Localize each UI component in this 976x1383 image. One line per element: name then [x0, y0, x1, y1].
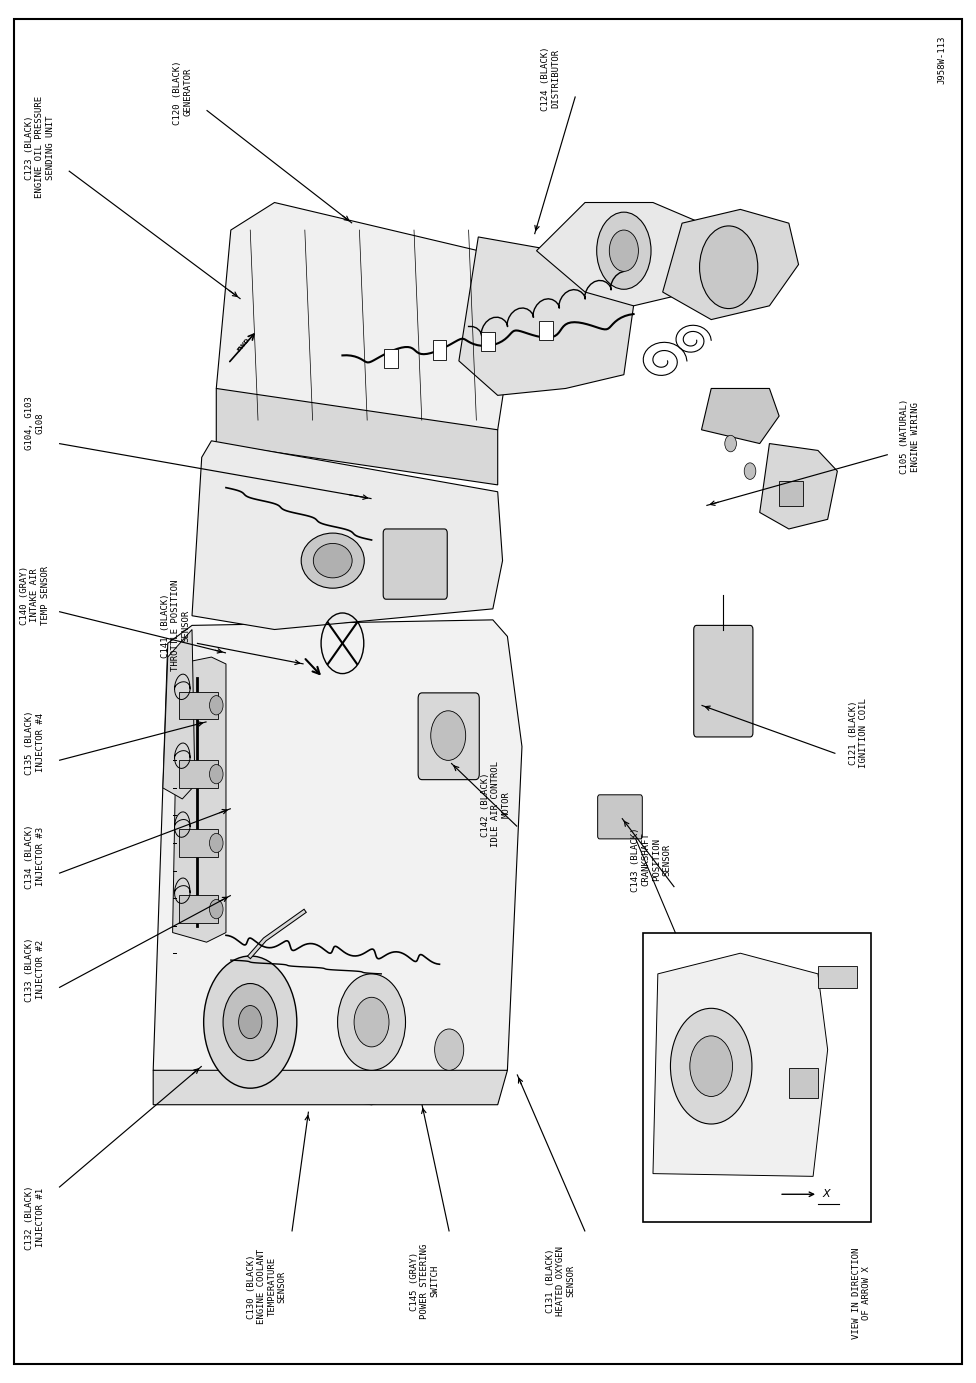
Circle shape	[690, 1036, 733, 1097]
Polygon shape	[537, 202, 721, 306]
Circle shape	[338, 974, 405, 1070]
Circle shape	[210, 899, 224, 918]
Polygon shape	[163, 629, 195, 799]
Polygon shape	[192, 441, 503, 629]
Text: C140 (GRAY)
INTAKE AIR
TEMP SENSOR: C140 (GRAY) INTAKE AIR TEMP SENSOR	[20, 566, 50, 625]
Text: FWD: FWD	[236, 336, 251, 353]
Circle shape	[700, 225, 757, 308]
Text: C132 (BLACK)
INJECTOR #1: C132 (BLACK) INJECTOR #1	[25, 1185, 45, 1250]
Text: C124 (BLACK)
DISTRIBUTOR: C124 (BLACK) DISTRIBUTOR	[542, 46, 561, 111]
Bar	[789, 1068, 818, 1098]
FancyBboxPatch shape	[418, 693, 479, 780]
Text: C142 (BLACK)
IDLE AIR CONTROL
MOTOR: C142 (BLACK) IDLE AIR CONTROL MOTOR	[481, 762, 510, 848]
Text: C145 (GRAY)
POWER STEERING
SWITCH: C145 (GRAY) POWER STEERING SWITCH	[410, 1243, 440, 1318]
FancyBboxPatch shape	[384, 528, 447, 599]
Text: C120 (BLACK)
GENERATOR: C120 (BLACK) GENERATOR	[173, 59, 192, 124]
Text: C141 (BLACK)
THROTTLE POSITION
SENSOR: C141 (BLACK) THROTTLE POSITION SENSOR	[161, 579, 190, 671]
Circle shape	[210, 834, 224, 853]
Bar	[385, 349, 398, 368]
Bar	[540, 321, 553, 340]
Bar	[180, 895, 219, 922]
Circle shape	[224, 983, 277, 1061]
Bar	[643, 932, 872, 1221]
Circle shape	[671, 1008, 752, 1124]
Circle shape	[609, 230, 638, 271]
Ellipse shape	[302, 532, 364, 588]
Bar	[818, 965, 857, 987]
Polygon shape	[217, 389, 498, 485]
Circle shape	[596, 212, 651, 289]
Circle shape	[354, 997, 389, 1047]
Text: J958W-113: J958W-113	[938, 36, 947, 84]
Ellipse shape	[313, 544, 352, 578]
Circle shape	[210, 765, 224, 784]
Polygon shape	[217, 202, 522, 430]
Polygon shape	[663, 209, 798, 319]
Text: C105 (NATURAL)
ENGINE WIRING: C105 (NATURAL) ENGINE WIRING	[901, 400, 919, 474]
Circle shape	[744, 463, 755, 480]
Circle shape	[725, 436, 737, 452]
Circle shape	[430, 711, 466, 761]
Bar	[180, 830, 219, 857]
Text: C133 (BLACK)
INJECTOR #2: C133 (BLACK) INJECTOR #2	[25, 938, 45, 1003]
Text: C123 (BLACK)
ENGINE OIL PRESSURE
SENDING UNIT: C123 (BLACK) ENGINE OIL PRESSURE SENDING…	[24, 97, 55, 199]
Circle shape	[434, 1029, 464, 1070]
Bar	[481, 332, 495, 351]
Text: C134 (BLACK)
INJECTOR #3: C134 (BLACK) INJECTOR #3	[25, 824, 45, 889]
Bar	[779, 481, 803, 506]
Circle shape	[210, 696, 224, 715]
Polygon shape	[153, 620, 522, 1105]
Circle shape	[238, 1005, 262, 1039]
Polygon shape	[653, 953, 828, 1177]
Text: C121 (BLACK)
IGNITION COIL: C121 (BLACK) IGNITION COIL	[849, 698, 869, 768]
Text: C135 (BLACK)
INJECTOR #4: C135 (BLACK) INJECTOR #4	[25, 711, 45, 774]
FancyBboxPatch shape	[694, 625, 752, 737]
Bar	[432, 340, 446, 360]
Polygon shape	[153, 1070, 508, 1105]
Circle shape	[204, 956, 297, 1088]
Text: VIEW IN DIRECTION
OF ARROW X: VIEW IN DIRECTION OF ARROW X	[852, 1247, 872, 1339]
Text: C143 (BLACK)
CRANKSHAFT
POSITION
SENSOR: C143 (BLACK) CRANKSHAFT POSITION SENSOR	[630, 827, 671, 892]
Polygon shape	[759, 444, 837, 528]
Text: C131 (BLACK)
HEATED OXYGEN
SENSOR: C131 (BLACK) HEATED OXYGEN SENSOR	[546, 1246, 576, 1317]
Polygon shape	[459, 236, 633, 396]
Text: C130 (BLACK)
ENGINE COOLANT
TEMPERATURE
SENSOR: C130 (BLACK) ENGINE COOLANT TEMPERATURE …	[247, 1249, 287, 1324]
Polygon shape	[173, 657, 226, 942]
Bar	[180, 692, 219, 719]
Text: X: X	[823, 1189, 831, 1199]
FancyBboxPatch shape	[597, 795, 642, 839]
Text: G104, G103
G108: G104, G103 G108	[25, 396, 45, 449]
Polygon shape	[702, 389, 779, 444]
Bar	[180, 761, 219, 788]
